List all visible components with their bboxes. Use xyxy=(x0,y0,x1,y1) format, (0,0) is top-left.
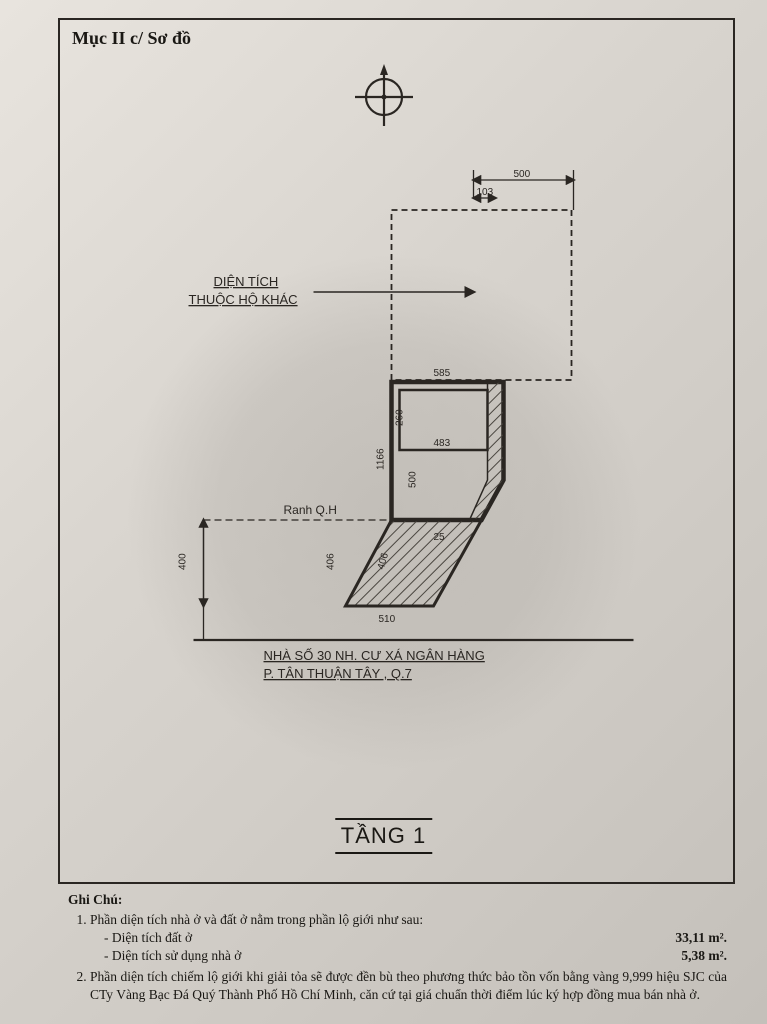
dim-mid: 585 xyxy=(434,368,451,379)
notes-block: Ghi Chú: Phần diện tích nhà ở và đất ở n… xyxy=(68,891,727,1006)
document-page: Mục II c/ Sơ đồ xyxy=(0,0,767,1024)
address-2: P. TÂN THUẬN TÂY , Q.7 xyxy=(264,666,412,681)
section-header: Mục II c/ Sơ đồ xyxy=(72,28,191,49)
north-compass-icon xyxy=(349,62,419,137)
note-item-1: Phần diện tích nhà ở và đất ở nằm trong … xyxy=(90,911,727,966)
arrow-label-2: THUỘC HỘ KHÁC xyxy=(189,292,298,307)
area-row: - Diện tích đất ở 33,11 m². xyxy=(90,929,727,947)
area-row: - Diện tích sử dụng nhà ở 5,38 m². xyxy=(90,947,727,965)
dim-inner-h: 500 xyxy=(408,471,419,488)
address-1: NHÀ SỐ 30 NH. CƯ XÁ NGÂN HÀNG xyxy=(264,648,485,663)
dim-side-h: 1166 xyxy=(376,448,387,470)
floor-plan-diagram: 500 103 DIỆN TÍCH THUỘC HỘ KHÁC 585 260 … xyxy=(120,170,707,770)
arrow-label-1: DIỆN TÍCH xyxy=(214,274,279,289)
dim-top: 500 xyxy=(514,170,531,180)
dim-ll: 400 xyxy=(178,553,189,570)
ranh-label: Ranh Q.H xyxy=(284,503,337,517)
dim-25: 25 xyxy=(434,532,446,543)
dim-inner-width: 483 xyxy=(434,438,451,449)
dim-bottom: 510 xyxy=(379,614,396,625)
notes-title: Ghi Chú: xyxy=(68,891,727,909)
dim-inner-left: 260 xyxy=(395,409,406,426)
note-item-2: Phần diện tích chiếm lộ giới khi giải tỏ… xyxy=(90,968,727,1004)
dim-top-small: 103 xyxy=(477,187,494,198)
dim-ll2: 406 xyxy=(326,553,337,570)
floor-label: TẦNG 1 xyxy=(335,818,432,854)
